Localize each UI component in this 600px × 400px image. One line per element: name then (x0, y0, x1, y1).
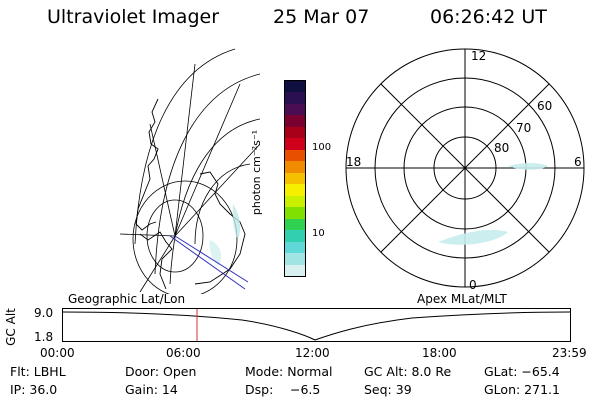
observation-time: 06:26:42 UT (430, 6, 547, 28)
timeline-right-title: Apex MLat/MLT (417, 292, 507, 306)
colorbar-band (285, 230, 305, 242)
seq-info: Seq: 39 (364, 382, 412, 397)
colorbar-band (285, 81, 305, 93)
colorbar-band (285, 218, 305, 231)
colorbar: 100 10 photon cm⁻²s⁻¹ (250, 70, 331, 285)
timeline-left-title: Geographic Lat/Lon (68, 292, 186, 306)
mlt-diagonal (380, 83, 550, 253)
colorbar-band (285, 184, 305, 196)
colorbar-unit-label: photon cm⁻²s⁻¹ (250, 129, 264, 216)
colorbar-tick-label: 100 (312, 142, 332, 153)
meridian-line (149, 123, 176, 237)
timeline-y-tick: 1.8 (34, 330, 54, 344)
title-bar: Ultraviolet Imager 25 Mar 07 06:26:42 UT (0, 0, 600, 36)
lat-label-70: 70 (516, 121, 531, 135)
latitude-arc (134, 48, 236, 245)
mlt-label-0: 0 (469, 278, 477, 292)
polar-mlt-map: 12 18 6 0 60 70 80 (345, 48, 585, 292)
colorbar-band (285, 253, 305, 265)
app-title: Ultraviolet Imager (47, 6, 220, 28)
gain-info: Gain: 14 (125, 382, 178, 397)
colorbar-band (285, 161, 305, 173)
colorbar-band (285, 126, 305, 139)
latitude-arc (194, 163, 251, 245)
mlt-label-18: 18 (346, 155, 361, 169)
timeline-x-tick: 18:00 (422, 346, 457, 360)
meridian-line (174, 63, 196, 237)
dsp-value: −6.5 (290, 382, 321, 397)
colorbar-band (285, 172, 305, 185)
timeline-x-tick: 12:00 (295, 346, 330, 360)
colorbar-band (285, 195, 305, 208)
aurora-patch (438, 229, 508, 245)
door-info: Door: Open (125, 364, 197, 379)
orbit-timeline: Geographic Lat/Lon Apex MLat/MLT GC Alt … (0, 290, 600, 360)
satellite-track (174, 235, 249, 283)
timeline-y-axis-label: GC Alt (3, 308, 18, 346)
geographic-map (119, 48, 260, 294)
colorbar-band (285, 92, 305, 104)
colorbar-tick-label: 10 (312, 228, 325, 239)
pole-circle (146, 199, 204, 273)
colorbar-band (285, 241, 305, 254)
dsp-label: Dsp: (245, 382, 274, 397)
timeline-x-tick: 23:59 (552, 346, 587, 360)
lat-label-80: 80 (494, 141, 509, 155)
coastline (135, 98, 159, 231)
glon-info: GLon: 271.1 (484, 382, 560, 397)
aurora-patch (508, 163, 548, 170)
altitude-curve (62, 311, 571, 341)
colorbar-band (285, 103, 305, 116)
latitude-arc (154, 73, 260, 275)
colorbar-band (285, 207, 305, 219)
colorbar-scale (284, 80, 306, 277)
colorbar-band (285, 115, 305, 127)
aurora-patch (232, 204, 241, 239)
ip-info: IP: 36.0 (10, 382, 58, 397)
glat-info: GLat: −65.4 (484, 364, 560, 379)
timeline-x-tick: 06:00 (166, 346, 201, 360)
satellite-track (169, 235, 246, 290)
colorbar-band (285, 138, 305, 150)
pole-circle (132, 180, 238, 294)
meridian-line (174, 83, 241, 237)
timeline-y-tick: 9.0 (34, 306, 54, 320)
mode-info: Mode: Normal (245, 364, 333, 379)
colorbar-band (285, 264, 305, 276)
gc-alt-info: GC Alt: 8.0 Re (364, 364, 452, 379)
mlt-label-6: 6 (574, 155, 582, 169)
mlt-label-12: 12 (471, 49, 486, 63)
observation-date: 25 Mar 07 (273, 6, 370, 28)
lat-label-60: 60 (537, 99, 552, 113)
filter-info: Flt: LBHL (10, 364, 66, 379)
aurora-patch (209, 240, 222, 266)
timeline-x-tick: 00:00 (40, 346, 75, 360)
altitude-plot (62, 308, 571, 342)
coastline (139, 231, 173, 290)
latitude-arc (169, 118, 260, 285)
meridian-line (174, 143, 260, 237)
meridian-line (119, 233, 176, 237)
colorbar-band (285, 149, 305, 162)
